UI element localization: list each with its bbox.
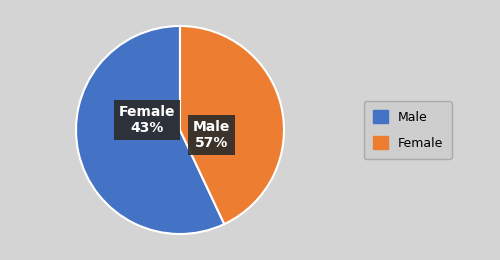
- Wedge shape: [180, 26, 284, 224]
- Text: Male
57%: Male 57%: [192, 120, 230, 150]
- Wedge shape: [76, 26, 225, 234]
- Text: Female
43%: Female 43%: [118, 105, 175, 135]
- Legend: Male, Female: Male, Female: [364, 101, 452, 159]
